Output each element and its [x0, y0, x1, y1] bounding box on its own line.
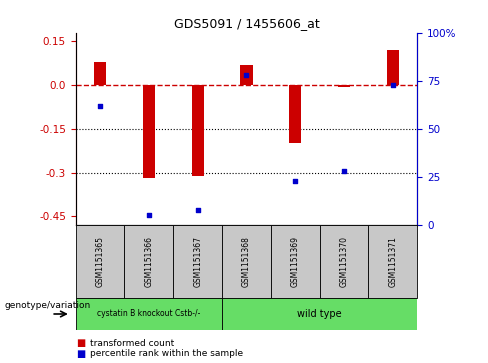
Text: GSM1151366: GSM1151366	[144, 236, 153, 287]
Point	[96, 103, 104, 109]
Bar	[192, 85, 204, 175]
Bar	[143, 85, 155, 179]
Point	[291, 178, 299, 184]
Point	[194, 207, 202, 213]
Bar	[94, 62, 106, 85]
Point	[340, 168, 348, 174]
Text: genotype/variation: genotype/variation	[5, 301, 91, 310]
Text: wild type: wild type	[297, 309, 342, 319]
Text: percentile rank within the sample: percentile rank within the sample	[90, 350, 244, 358]
Bar	[387, 50, 399, 85]
Bar	[222, 225, 271, 298]
Bar	[222, 298, 417, 330]
Text: ■: ■	[76, 349, 85, 359]
Text: cystatin B knockout Cstb-/-: cystatin B knockout Cstb-/-	[97, 310, 201, 318]
Text: transformed count: transformed count	[90, 339, 175, 347]
Bar	[76, 298, 222, 330]
Point	[243, 72, 250, 78]
Text: GSM1151368: GSM1151368	[242, 236, 251, 287]
Point	[389, 82, 397, 87]
Title: GDS5091 / 1455606_at: GDS5091 / 1455606_at	[174, 17, 319, 30]
Bar	[76, 225, 124, 298]
Bar	[289, 85, 302, 143]
Bar	[124, 225, 173, 298]
Text: GSM1151365: GSM1151365	[96, 236, 104, 287]
Bar	[241, 65, 253, 85]
Bar	[271, 225, 320, 298]
Bar	[320, 225, 368, 298]
Bar	[368, 225, 417, 298]
Text: GSM1151371: GSM1151371	[388, 236, 397, 287]
Text: GSM1151367: GSM1151367	[193, 236, 202, 287]
Text: GSM1151369: GSM1151369	[291, 236, 300, 287]
Point	[145, 212, 153, 218]
Text: ■: ■	[76, 338, 85, 348]
Bar	[338, 85, 350, 87]
Bar	[173, 225, 222, 298]
Text: GSM1151370: GSM1151370	[340, 236, 348, 287]
